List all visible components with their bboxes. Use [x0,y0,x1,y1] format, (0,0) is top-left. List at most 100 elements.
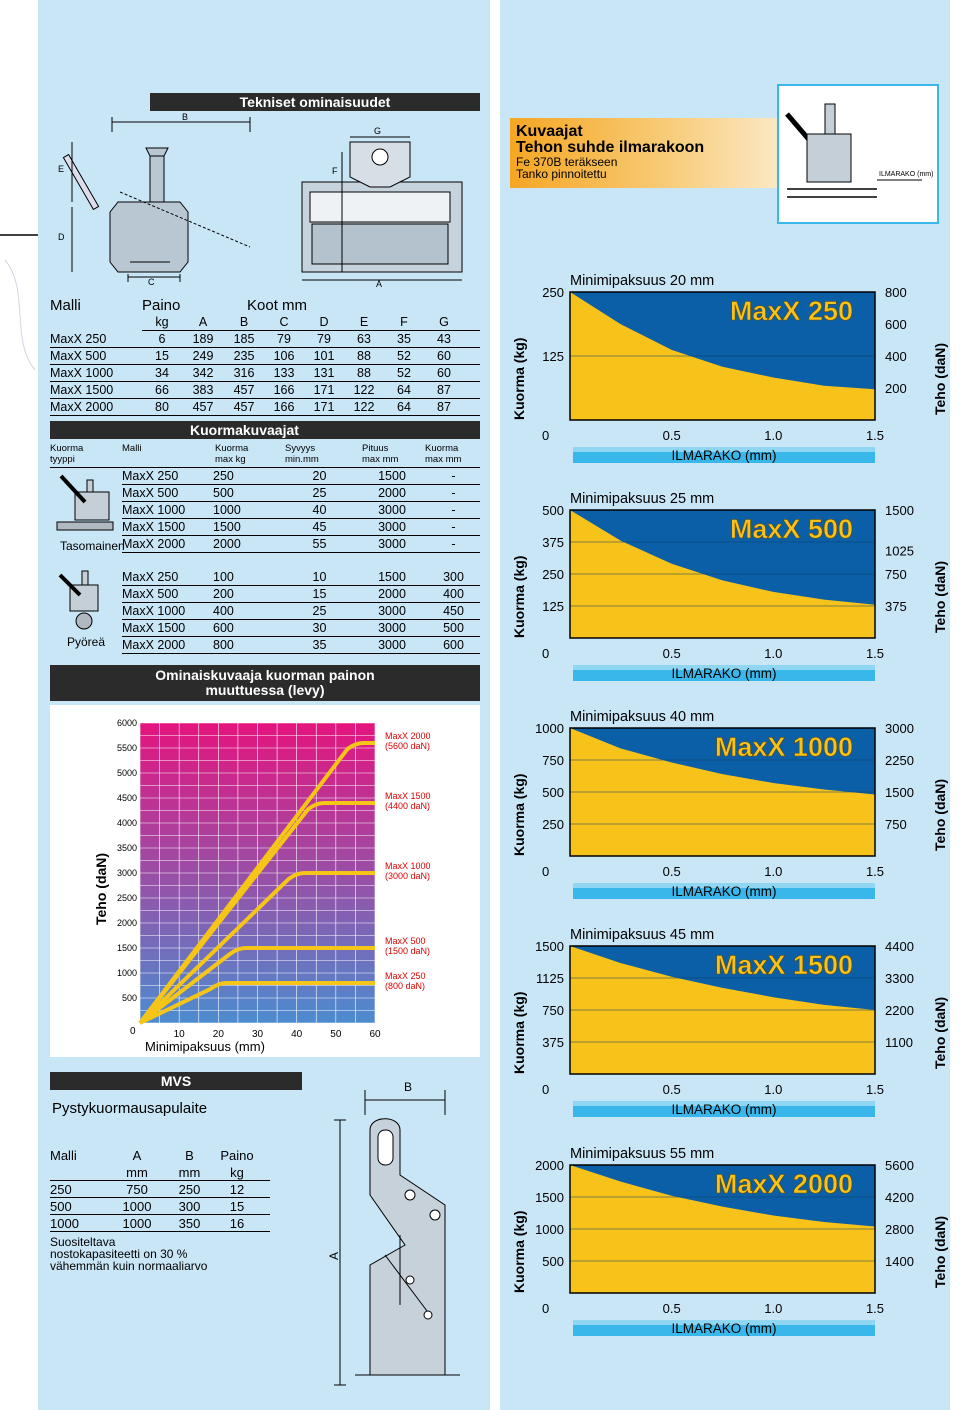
load-cell: 3000 [378,621,406,635]
header-koot: Koot mm [247,297,308,314]
y-tick: 500 [122,993,137,1003]
x-tick: 0.5 [663,1301,681,1316]
lh-maxmm2: max mm [425,454,462,465]
y2-tick: 1025 [885,544,914,559]
load-model: MaxX 2000 [122,537,186,551]
y-tick: 500 [542,1254,564,1269]
y-tick: 1500 [117,943,137,953]
load-cell: 1500 [213,520,241,534]
load-cell: 3000 [378,520,406,534]
load-table-header: Kuorma tyyppi Malli Kuorma max kg Syvyys… [50,444,480,466]
load-model: MaxX 1000 [122,604,186,618]
load-cell: 2000 [378,486,406,500]
area-y2label: Teho (daN) [932,343,948,415]
dimensions-rows: MaxX 250 6 189 185 79 79 63 35 43 MaxX 500 15 249 23… [50,331,480,416]
mvs-label-b: B [404,1080,412,1094]
y2-tick: 4400 [885,939,914,954]
x-tick: 0.5 [663,646,681,661]
load-cell: 10 [312,570,327,584]
series-label: MaxX 1000 [385,861,431,871]
x-tick: 1.5 [866,646,884,661]
area-frame [569,291,876,421]
mvs-cell: 750 [126,1182,148,1197]
performance-xlabel: Minimipaksuus (mm) [145,1039,265,1054]
load-row: MaxX 1000 400 25 3000 450 [122,603,480,620]
y-tick: 1000 [535,721,564,736]
y-tick: 1125 [536,971,564,986]
area-model: MaxX 2000 [715,1169,853,1199]
load-cell: 30 [312,621,327,635]
mvs-note-line3: vähemmän kuin normaaliarvo [50,1259,208,1273]
dims-cell: 457 [233,400,255,414]
dims-row: MaxX 1500 66 383 457 166 171 122 64 87 [50,382,480,399]
y2-tick: 4200 [885,1190,914,1205]
lh-kuorma3: Kuorma [425,443,459,454]
load-model: MaxX 250 [122,469,179,483]
mvs-subtitle: Pystykuormausapulaite [52,1100,208,1117]
dims-cell: 171 [313,383,335,397]
y2-tick: 750 [885,817,907,832]
y2-tick: 2250 [885,753,914,768]
y2-tick: 750 [885,567,907,582]
load-graphs-title: Kuormakuvaajat [50,421,480,439]
lh-syvyys: Syvyys [285,443,316,454]
y-tick: 250 [542,567,564,582]
mvs-cell: 1000 [50,1216,79,1231]
dims-cell: 457 [192,400,214,414]
dimensions-header: Malli Paino Koot mm [50,297,480,314]
load-cell: 400 [213,604,234,618]
lh-kuorma: Kuorma [50,443,84,454]
load-cell: 45 [312,520,327,534]
area-ylabel: Kuorma (kg) [511,992,527,1074]
x-tick: 50 [330,1029,342,1040]
area-y2label: Teho (daN) [932,1216,948,1288]
x-tick: 20 [213,1029,225,1040]
performance-chart: 5001000150020002500300035004000450050005… [50,705,480,1057]
y-tick: 2000 [535,1158,564,1173]
dims-cell: 189 [192,332,214,346]
lh-pituus: Pituus [362,443,389,454]
area-ylabel: Kuorma (kg) [511,774,527,856]
load-cell: 3000 [378,503,406,517]
load-cell: 400 [443,587,464,601]
dims-row: MaxX 2000 80 457 457 166 171 122 64 87 [50,399,480,416]
series-sublabel: (4400 daN) [385,801,430,811]
xlabel-bar-shine [573,1101,875,1106]
load-cell: 250 [213,469,234,483]
mvs-cell: Malli [50,1148,77,1163]
dims-sub-7: G [439,315,449,329]
dims-sub-1: A [198,315,208,329]
load-type-flat: Tasomainen [60,539,125,553]
dims-row: MaxX 250 6 189 185 79 79 63 35 43 [50,331,480,348]
lh-maxkg: max kg [215,454,246,465]
y-tick: 6000 [117,718,137,728]
load-cell: 200 [213,587,234,601]
x-tick: 0 [542,646,549,661]
load-cell: 20 [312,469,327,483]
load-cell: 40 [312,503,327,517]
load-model: MaxX 1500 [122,621,186,635]
load-row: MaxX 500 200 15 2000 400 [122,586,480,603]
y2-tick: 400 [885,349,907,364]
dims-cell: 6 [158,332,166,346]
lh-tyyppi: tyyppi [50,454,75,465]
dims-cell: 52 [397,349,411,363]
series-label: MaxX 1500 [385,791,431,801]
load-cell: 450 [443,604,464,618]
dims-cell: 79 [277,332,291,346]
y-tick: 3500 [117,843,137,853]
lh-malli: Malli [122,443,142,454]
dims-cell: 249 [192,349,214,363]
dims-cell: 122 [353,383,375,397]
area-y2label: Teho (daN) [932,997,948,1069]
area-model: MaxX 1000 [715,732,853,762]
load-cell: 800 [213,638,234,652]
mvs-cell: 300 [178,1199,201,1214]
load-row: MaxX 2000 800 35 3000 600 [122,637,480,654]
x-tick: 0.5 [663,428,681,443]
area-xlabel: ILMARAKO (mm) [671,1321,776,1336]
y2-tick: 2800 [885,1222,914,1237]
mvs-note-line1: Suositeltava [50,1235,116,1249]
load-cell: 500 [443,621,464,635]
